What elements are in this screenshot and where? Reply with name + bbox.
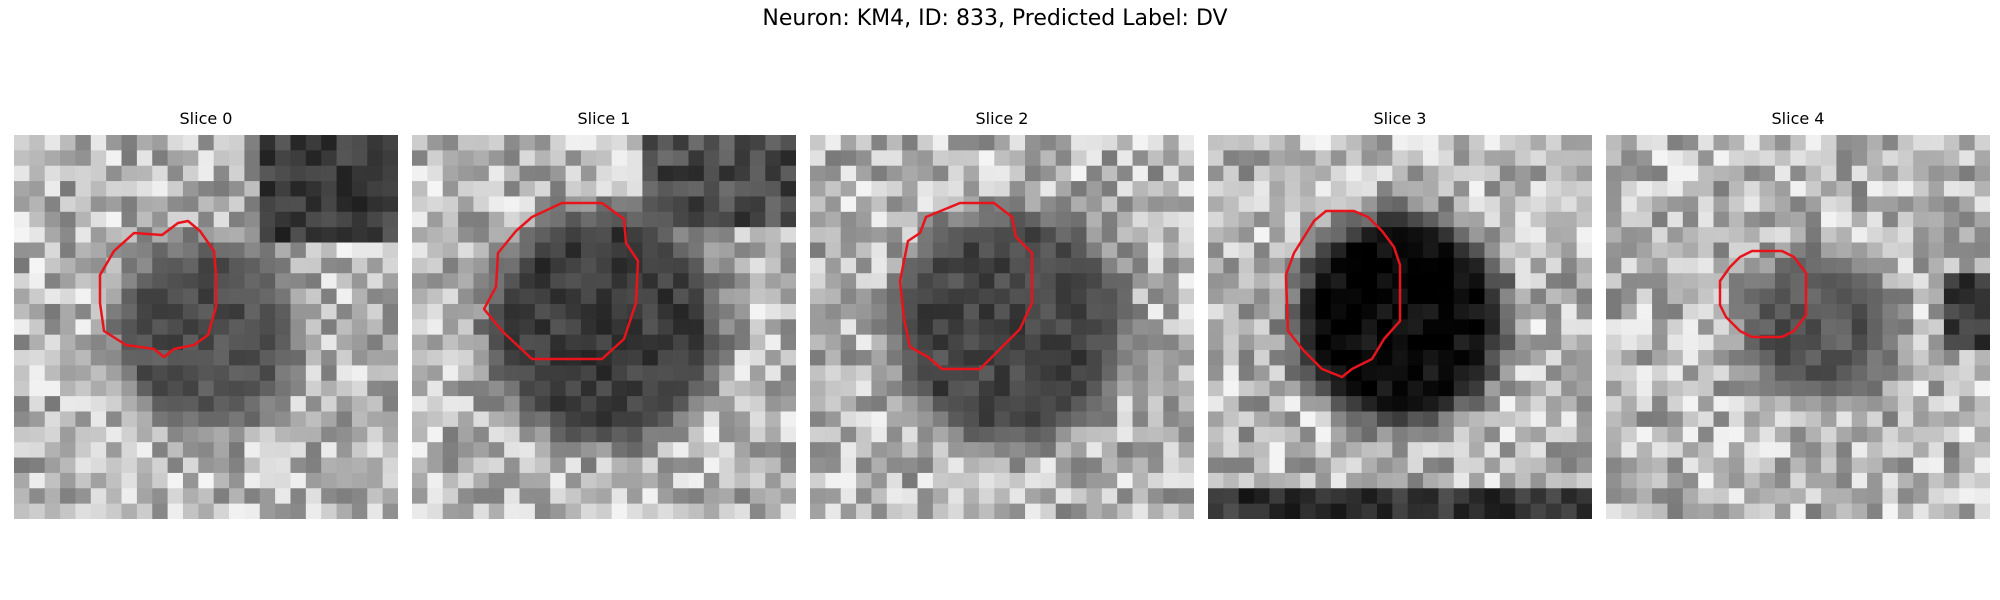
slice-panel-1: Slice 1 <box>412 105 796 521</box>
slice-image <box>810 135 1194 519</box>
slice-title: Slice 4 <box>1771 109 1825 128</box>
slice-title: Slice 2 <box>975 109 1029 128</box>
slice-image <box>1208 135 1592 519</box>
contour-outline <box>898 201 1034 371</box>
slice-title: Slice 0 <box>179 109 233 128</box>
slice-title: Slice 3 <box>1373 109 1427 128</box>
slice-image <box>14 135 398 519</box>
contour-outline <box>1284 209 1402 379</box>
slice-panel-2: Slice 2 <box>810 105 1194 521</box>
contour-outline <box>482 201 640 361</box>
slice-image <box>1606 135 1990 519</box>
slice-panel-0: Slice 0 <box>14 105 398 521</box>
contour-outline <box>1718 249 1808 339</box>
slice-image <box>412 135 796 519</box>
slice-panel-4: Slice 4 <box>1606 105 1990 521</box>
slice-title: Slice 1 <box>577 109 631 128</box>
figure-title: Neuron: KM4, ID: 833, Predicted Label: D… <box>762 6 1228 31</box>
slice-panel-3: Slice 3 <box>1208 105 1592 521</box>
contour-outline <box>98 219 218 359</box>
